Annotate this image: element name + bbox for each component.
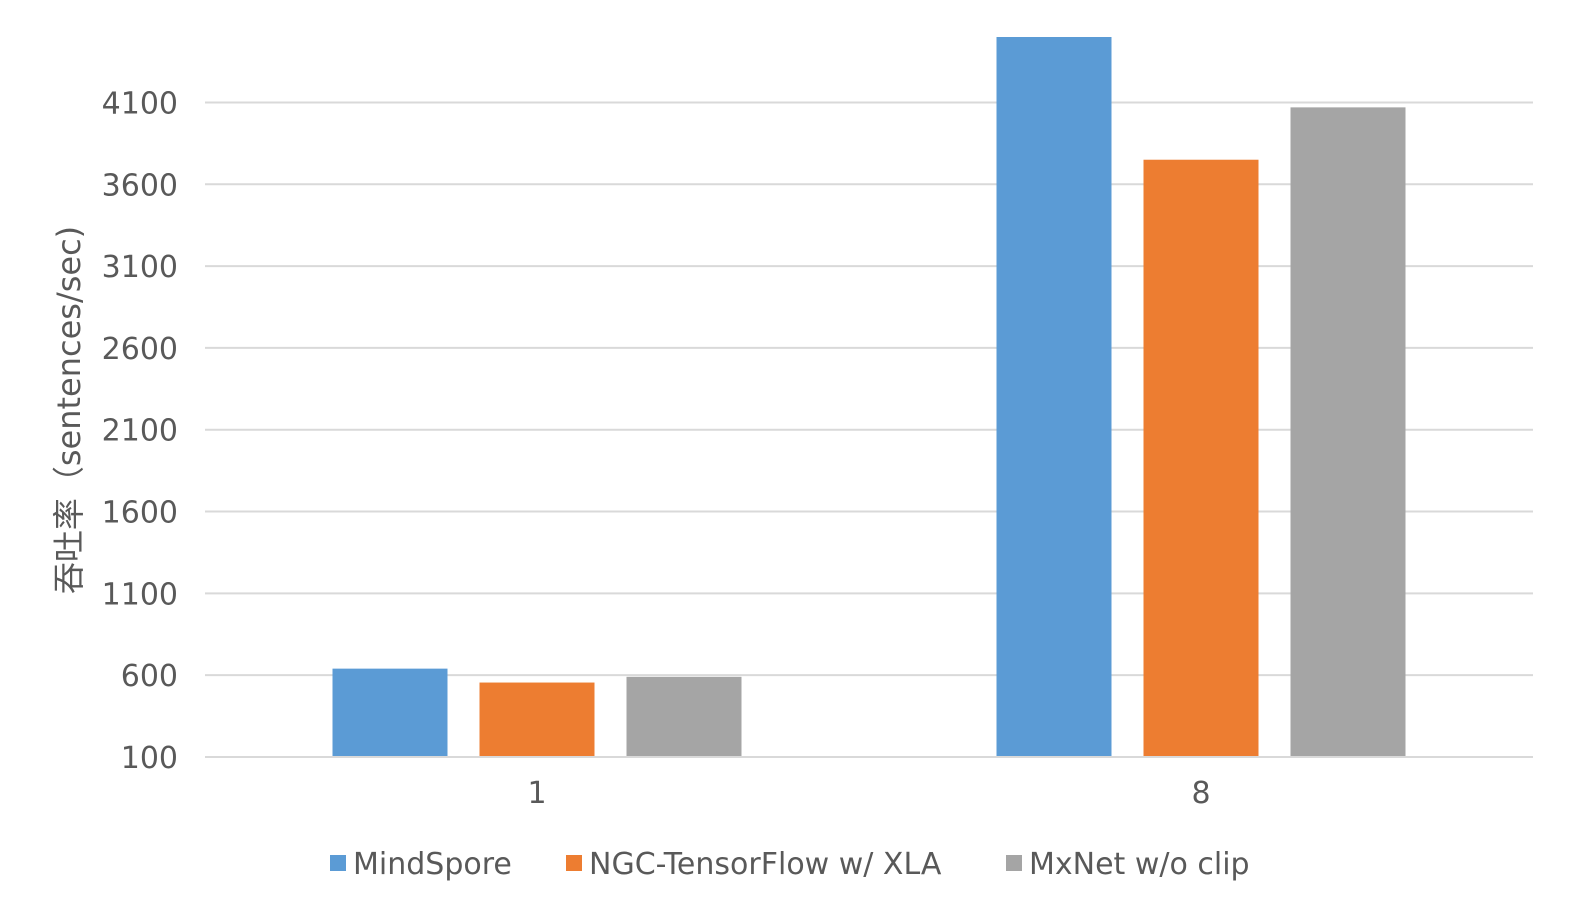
- legend-swatch-mxnet-w-o-clip: [1006, 855, 1022, 871]
- bar-mindspore-8: [996, 37, 1112, 757]
- legend-label-mindspore: MindSpore: [353, 847, 512, 882]
- x-tick-label-1: 1: [527, 776, 546, 811]
- gridlines: [205, 101, 1533, 677]
- bar-mindspore-1: [332, 668, 448, 757]
- bar-mxnet-w-o-clip-1: [626, 676, 742, 757]
- y-axis-title: 吞吐率（sentences/sec): [50, 226, 88, 594]
- y-tick-label-3600: 3600: [102, 168, 178, 203]
- bar-ngc-tensorflow-w-xla-8: [1143, 159, 1259, 757]
- legend-swatch-ngc-tensorflow-w-xla: [566, 855, 582, 871]
- y-tick-label-600: 600: [121, 659, 178, 694]
- y-tick-label-2600: 2600: [102, 332, 178, 367]
- x-tick-label-8: 8: [1191, 776, 1210, 811]
- legend: MindSpore NGC-TensorFlow w/ XLA MxNet w/o …: [330, 847, 1250, 882]
- y-axis-ticks: 100 600 1100 1600 2100 2600 3100 3600 4100: [102, 86, 178, 776]
- y-tick-label-4100: 4100: [102, 86, 178, 121]
- bar-mxnet-w-o-clip-8: [1290, 107, 1406, 757]
- legend-label-ngc-tensorflow-w-xla: NGC-TensorFlow w/ XLA: [589, 847, 942, 882]
- bar-ngc-tensorflow-w-xla-1: [479, 682, 595, 757]
- y-tick-label-2100: 2100: [102, 414, 178, 449]
- legend-swatch-mindspore: [330, 855, 346, 871]
- y-tick-label-100: 100: [121, 741, 178, 776]
- legend-label-mxnet-w-o-clip: MxNet w/o clip: [1029, 847, 1250, 882]
- y-tick-label-1100: 1100: [102, 577, 178, 612]
- y-tick-label-3100: 3100: [102, 250, 178, 285]
- bars: [332, 37, 1406, 757]
- y-tick-label-1600: 1600: [102, 496, 178, 531]
